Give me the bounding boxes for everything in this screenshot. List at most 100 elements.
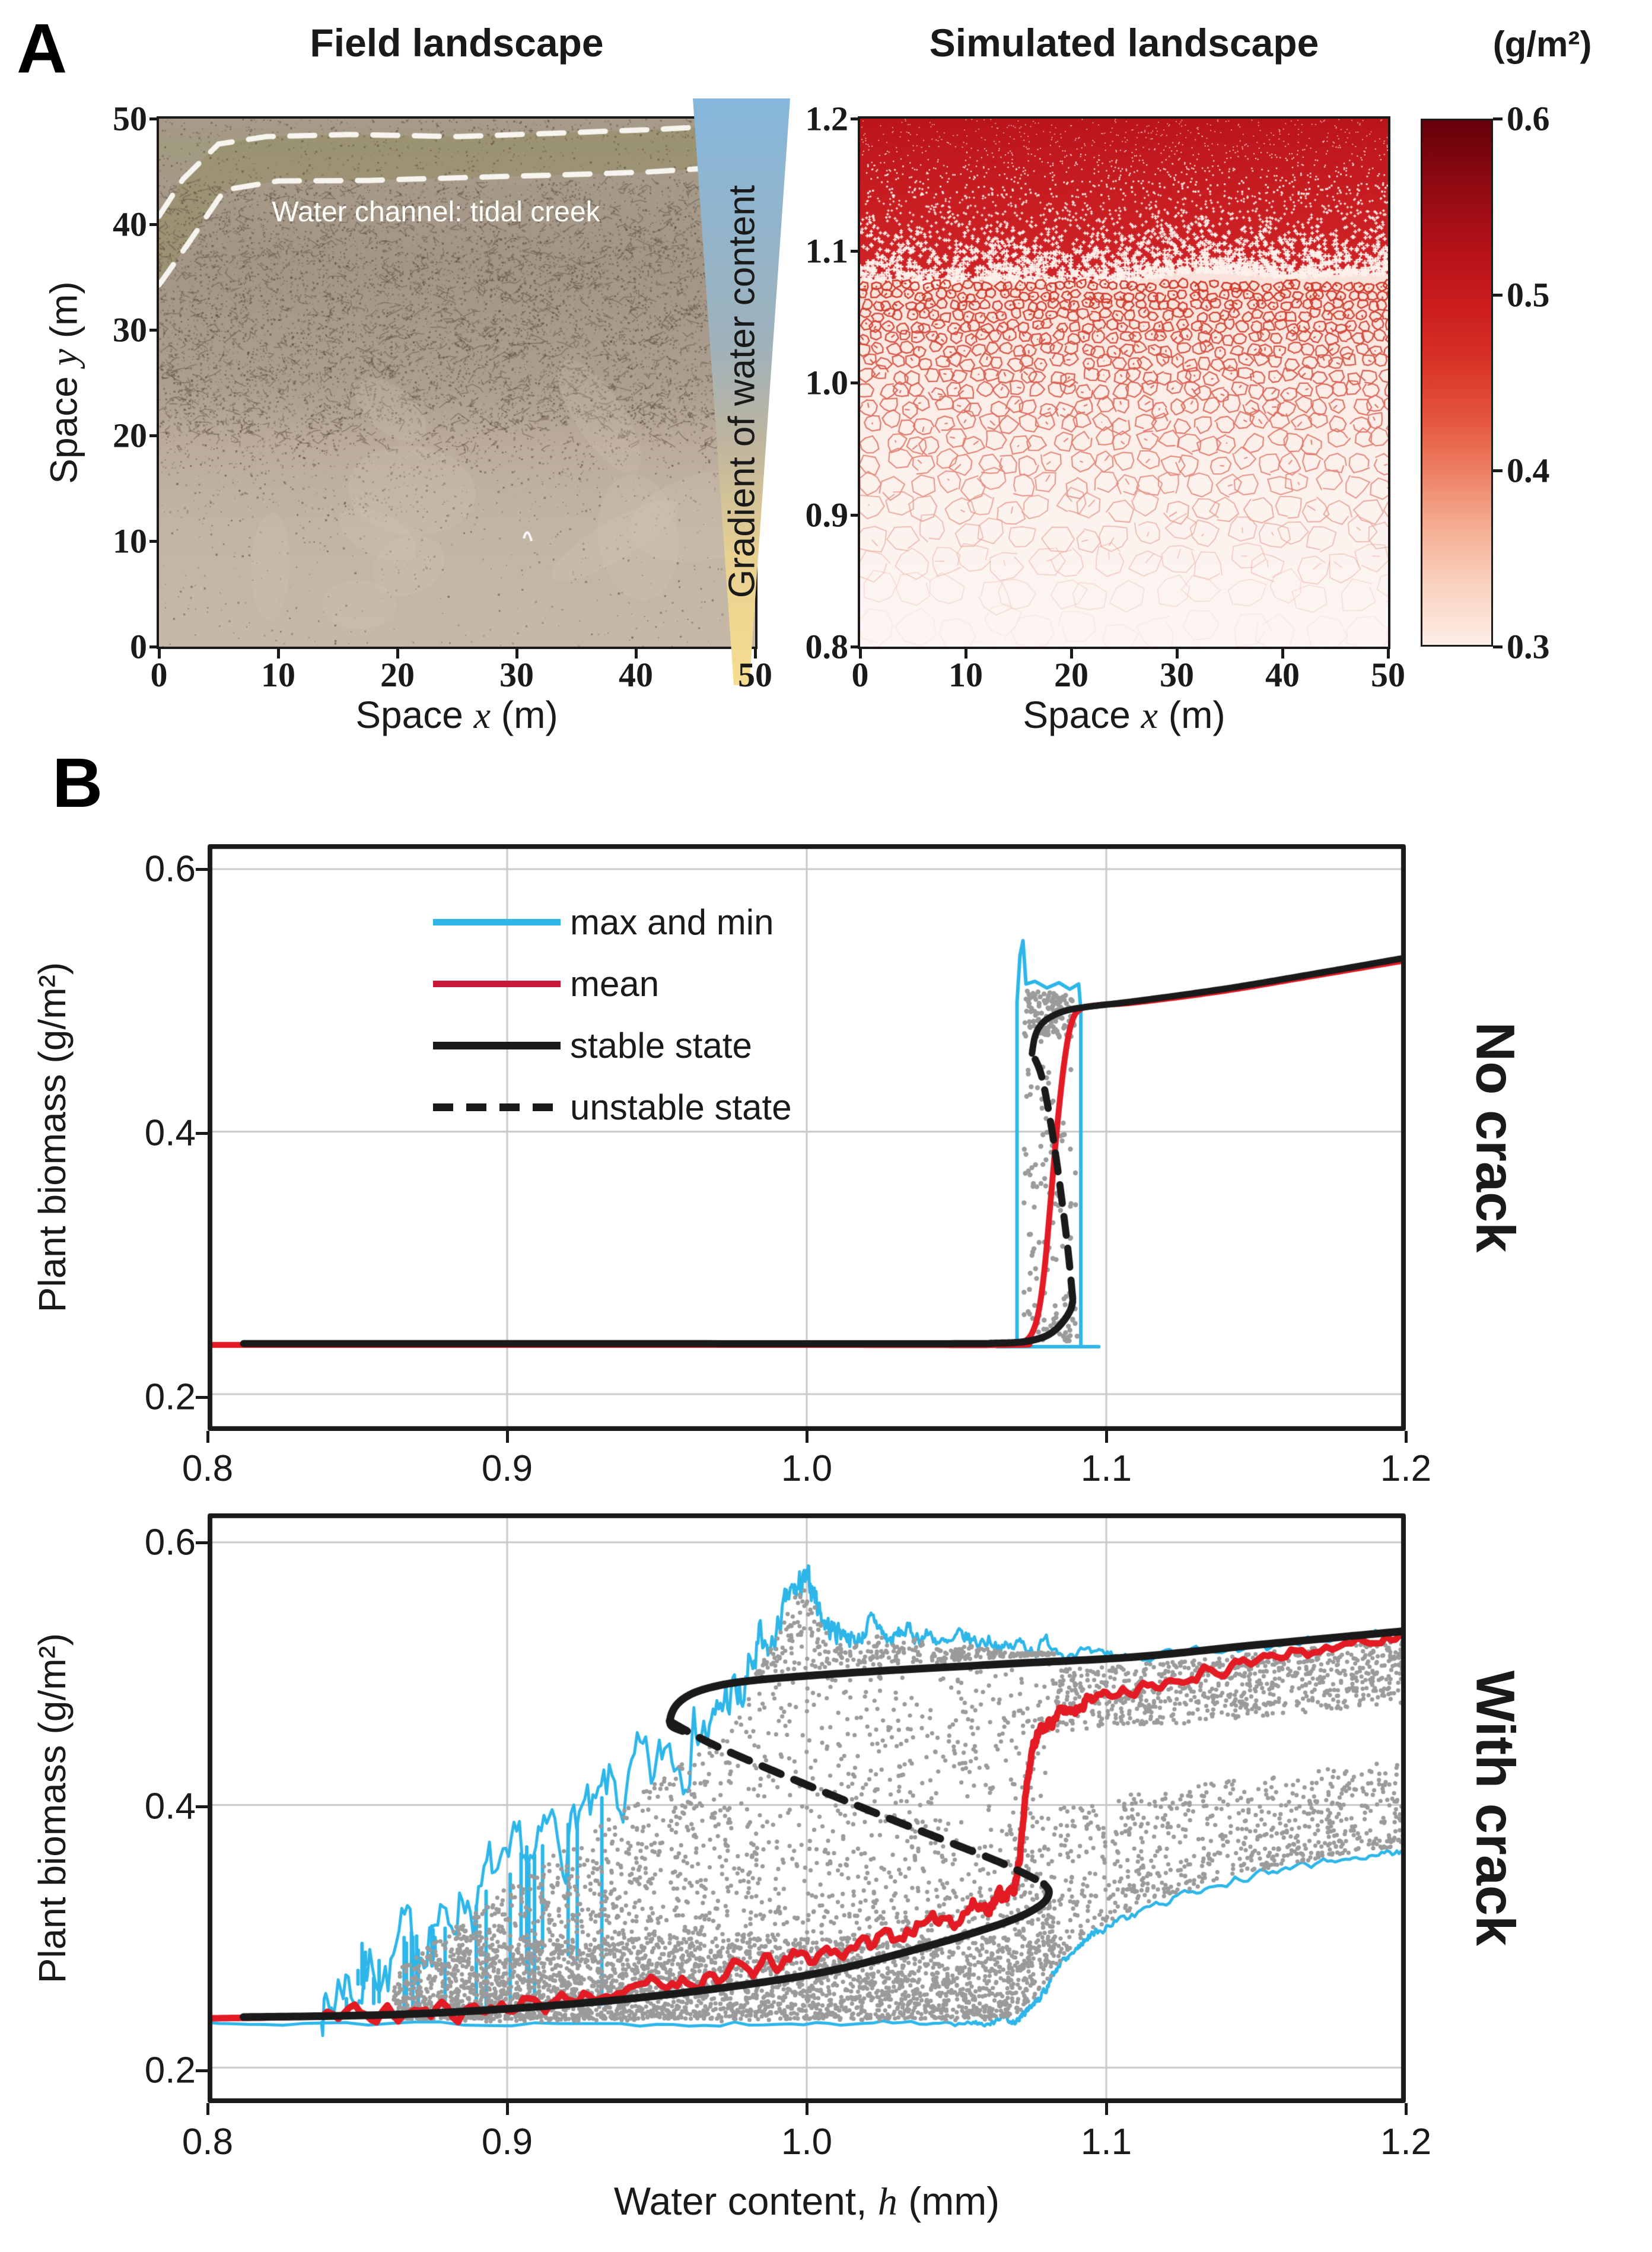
- field-xtick: 30: [499, 656, 534, 694]
- unstable-line-swatch: [433, 1103, 561, 1111]
- colorbar-title: (g/m²): [1492, 24, 1592, 64]
- sim-ytick-mark: [851, 117, 860, 120]
- sim-ytick-mark: [851, 645, 860, 648]
- mean-line-swatch: [433, 981, 561, 987]
- field-title: Field landscape: [310, 21, 604, 65]
- field-ytick: 30: [113, 310, 147, 349]
- field-xtick-mark: [277, 649, 280, 659]
- field-xtick: 40: [619, 656, 653, 694]
- field-ytick: 0: [130, 627, 147, 666]
- b-xtick-mark: [1104, 1431, 1108, 1443]
- b-ytick-mark: [196, 1395, 208, 1399]
- gradient-arrow-label: Gradient of water content: [721, 185, 763, 599]
- colorbar-tick-mark: [1493, 117, 1503, 120]
- field-xtick-mark: [515, 649, 518, 659]
- b-ytick-mark: [196, 867, 208, 871]
- no-crack-ylabel: Plant biomass (g/m²): [31, 962, 74, 1313]
- sim-xtick-mark: [965, 649, 967, 659]
- field-ytick: 10: [113, 521, 147, 561]
- sim-ytick: 1.0: [805, 363, 849, 402]
- sim-xtick: 30: [1160, 656, 1194, 694]
- field-xlabel: Space x (m): [355, 694, 558, 736]
- max-min-line-swatch: [433, 919, 561, 925]
- b-ytick-mark: [196, 1131, 208, 1135]
- panel-b-letter: B: [52, 744, 103, 822]
- field-ytick: 20: [113, 416, 147, 455]
- b-ytick-mark: [196, 1805, 208, 1808]
- sim-xtick: 0: [851, 656, 869, 694]
- sim-xtick-mark: [1070, 649, 1073, 659]
- b-xtick-mark: [1404, 1431, 1408, 1443]
- b-xtick: 1.0: [781, 1448, 833, 1489]
- colorbar-tick-mark: [1493, 293, 1503, 297]
- b-ytick: 0.6: [144, 1522, 196, 1563]
- legend-item-stable: stable state: [433, 1025, 752, 1066]
- no-crack-side-label: No crack: [1465, 1022, 1526, 1253]
- field-xtick-mark: [158, 649, 161, 659]
- sim-title: Simulated landscape: [929, 21, 1319, 65]
- legend-label: max and min: [570, 902, 774, 942]
- b-xtick-mark: [1404, 2103, 1408, 2115]
- b-ytick: 0.4: [144, 1786, 196, 1827]
- colorbar-tick-mark: [1493, 645, 1503, 648]
- b-xtick-mark: [805, 2103, 809, 2115]
- field-ytick-mark: [149, 329, 159, 332]
- field-ytick: 40: [113, 205, 147, 244]
- field-ylabel: Space y (m): [42, 281, 85, 484]
- water-content-xlabel: Water content, h (mm): [613, 2179, 1000, 2224]
- b-xtick-mark: [505, 2103, 509, 2115]
- field-ytick-mark: [149, 434, 159, 437]
- b-xtick-mark: [206, 2103, 209, 2115]
- water-gradient-arrow: [693, 98, 790, 685]
- sim-ytick-mark: [851, 381, 860, 384]
- b-xtick-mark: [206, 1431, 209, 1443]
- b-xtick: 0.9: [481, 1448, 533, 1489]
- field-landscape-image: [159, 119, 755, 647]
- colorbar-tick: 0.3: [1507, 627, 1550, 666]
- legend-label: mean: [570, 964, 660, 1004]
- b-ytick: 0.4: [144, 1112, 196, 1154]
- sim-ytick: 1.2: [805, 99, 849, 138]
- field-annotation: Water channel: tidal creek: [272, 196, 600, 228]
- field-ytick-mark: [149, 645, 159, 648]
- sim-xtick: 10: [948, 656, 983, 694]
- sim-ytick: 1.1: [805, 231, 849, 270]
- legend-label: unstable state: [570, 1087, 792, 1127]
- field-xtick-mark: [396, 649, 399, 659]
- field-ytick: 50: [113, 99, 147, 138]
- b-xtick: 0.8: [182, 1448, 234, 1489]
- field-ytick-mark: [149, 223, 159, 226]
- panel-a-letter: A: [17, 9, 68, 88]
- b-xtick-mark: [805, 1431, 809, 1443]
- field-xtick: 0: [150, 656, 168, 694]
- no-crack-plot: [208, 844, 1406, 1431]
- colorbar: [1421, 119, 1493, 647]
- b-xtick: 1.2: [1380, 1448, 1432, 1489]
- sim-xtick-mark: [1387, 649, 1390, 659]
- legend-label: stable state: [570, 1026, 752, 1065]
- b-xtick: 1.2: [1380, 2121, 1432, 2162]
- b-xtick: 1.1: [1080, 2121, 1132, 2162]
- b-ytick-mark: [196, 1541, 208, 1544]
- sim-xtick: 40: [1265, 656, 1300, 694]
- b-ytick: 0.6: [144, 848, 196, 890]
- field-xtick: 50: [738, 656, 772, 694]
- simulated-landscape-heatmap: [860, 119, 1388, 647]
- b-xtick-mark: [1104, 2103, 1108, 2115]
- field-ytick-mark: [149, 540, 159, 543]
- sim-xlabel: Space x (m): [1023, 694, 1226, 736]
- b-xtick: 1.0: [781, 2121, 833, 2162]
- colorbar-tick: 0.5: [1507, 275, 1550, 314]
- field-xtick-mark: [635, 649, 638, 659]
- field-xtick: 10: [261, 656, 295, 694]
- sim-xtick-mark: [859, 649, 862, 659]
- with-crack-plot: [208, 1513, 1406, 2103]
- sim-ytick: 0.8: [805, 627, 849, 666]
- sim-xtick: 50: [1371, 656, 1405, 694]
- colorbar-tick-mark: [1493, 469, 1503, 473]
- legend-item-unstable: unstable state: [433, 1087, 792, 1128]
- field-ytick-mark: [149, 117, 159, 120]
- b-xtick: 0.8: [182, 2121, 234, 2162]
- sim-frame: [858, 116, 1390, 649]
